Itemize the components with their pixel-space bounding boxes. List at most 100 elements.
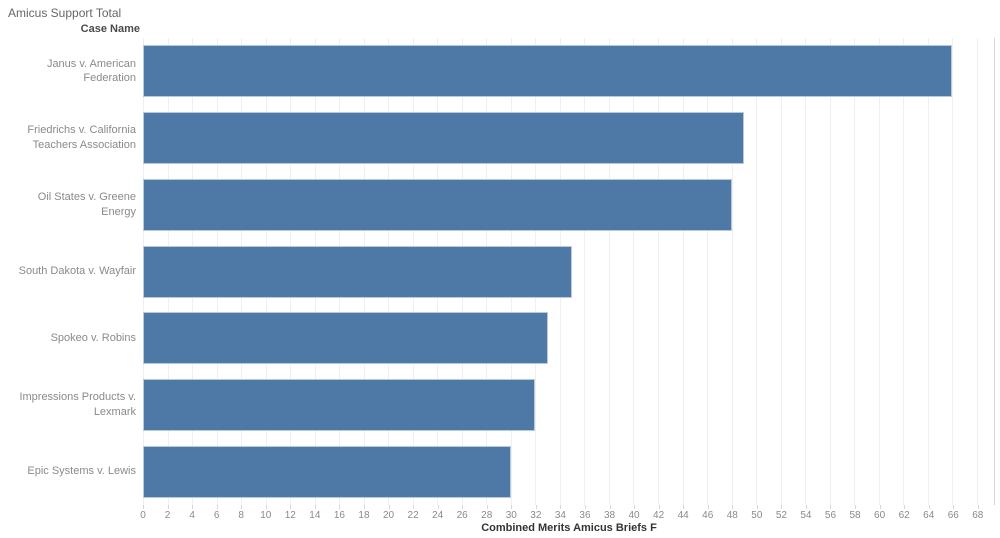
tick-label: 14 <box>309 510 321 521</box>
tick-label: 64 <box>923 510 935 521</box>
chart-title: Amicus Support Total <box>8 6 122 20</box>
tick-mark <box>634 505 636 509</box>
gridline <box>976 38 978 505</box>
tick-label: 18 <box>358 510 370 521</box>
tick-mark <box>732 505 734 509</box>
bar-row <box>143 38 994 105</box>
gridline <box>584 38 586 505</box>
tick-mark <box>953 505 955 509</box>
tick-label: 0 <box>140 510 146 521</box>
row-label[interactable]: Spokeo v. Robins <box>50 331 136 344</box>
tick-label: 52 <box>775 510 787 521</box>
gridline <box>707 38 709 505</box>
gridline <box>854 38 856 505</box>
row-label[interactable]: Friedrichs v. California Teachers Associ… <box>27 124 136 152</box>
bar-impressions-products-v-lexmark[interactable] <box>143 378 536 431</box>
tick-label: 42 <box>653 510 665 521</box>
gridline <box>682 38 684 505</box>
tick-mark <box>192 505 194 509</box>
tick-mark <box>339 505 341 509</box>
tick-mark <box>928 505 930 509</box>
tick-mark <box>683 505 685 509</box>
gridline <box>731 38 733 505</box>
tick-mark <box>879 505 881 509</box>
tick-label: 44 <box>677 510 689 521</box>
bar-rows <box>143 38 994 505</box>
tick-label: 2 <box>164 510 171 521</box>
gridline <box>903 38 905 505</box>
tick-label: 22 <box>407 510 419 521</box>
tick-mark <box>535 505 537 509</box>
tick-label: 12 <box>284 510 296 521</box>
bar-row <box>143 171 994 238</box>
tick-mark <box>437 505 439 509</box>
gridline <box>780 38 782 505</box>
bar-row <box>143 305 994 372</box>
tick-label: 36 <box>579 510 591 521</box>
x-axis: 0 2 4 6 8 10 12 14 16 18 20 22 24 26 28 30 32 34 36 38 40 42 4… <box>140 505 995 521</box>
tick-mark <box>805 505 807 509</box>
bar-janus-v-american-federation[interactable] <box>143 45 953 98</box>
tick-mark <box>265 505 267 509</box>
gridline <box>805 38 807 505</box>
plot-area <box>143 38 995 505</box>
tick-mark <box>290 505 292 509</box>
tick-label: 66 <box>947 510 959 521</box>
row-header-case-name[interactable]: Case Name <box>80 23 140 35</box>
gridline <box>756 38 758 505</box>
bar-epic-systems-v-lewis[interactable] <box>143 445 511 498</box>
tick-label: 8 <box>238 510 244 521</box>
tick-mark <box>413 505 415 509</box>
tick-label: 50 <box>751 510 763 521</box>
gridline <box>829 38 831 505</box>
tick-mark <box>560 505 562 509</box>
tick-label: 4 <box>189 510 195 521</box>
tick-mark <box>143 505 144 509</box>
tick-mark <box>855 505 857 509</box>
x-axis-title[interactable]: Combined Merits Amicus Briefs F <box>481 522 657 534</box>
tick-label: 38 <box>603 510 616 521</box>
tick-label: 20 <box>382 510 395 521</box>
gridline <box>658 38 659 505</box>
bar-spokeo-v-robins[interactable] <box>143 312 548 365</box>
tick-label: 56 <box>824 510 837 521</box>
tick-label: 62 <box>898 510 910 521</box>
bar-row <box>143 438 994 505</box>
tick-mark <box>584 505 586 509</box>
tick-mark <box>167 505 169 509</box>
tick-label: 34 <box>554 510 566 521</box>
tick-label: 6 <box>213 510 220 521</box>
tick-mark <box>388 505 390 509</box>
tick-label: 54 <box>800 510 812 521</box>
tick-label: 24 <box>432 510 444 521</box>
bar-row <box>143 372 994 439</box>
row-label[interactable]: South Dakota v. Wayfair <box>18 265 136 278</box>
tick-label: 32 <box>530 510 542 521</box>
tick-label: 58 <box>849 510 861 521</box>
gridline <box>633 38 635 505</box>
bar-row <box>143 105 994 172</box>
row-label[interactable]: Impressions Products v. Lexmark <box>19 391 136 418</box>
bar-south-dakota-v-wayfair[interactable] <box>143 245 573 298</box>
row-label[interactable]: Oil States v. Greene Energy <box>37 190 136 218</box>
tick-mark <box>830 505 832 509</box>
tick-mark <box>241 505 243 509</box>
gridline <box>608 38 610 505</box>
tick-mark <box>486 505 488 509</box>
tick-mark <box>904 505 906 509</box>
bar-oil-states-v-greene-energy[interactable] <box>143 178 732 231</box>
row-label[interactable]: Epic Systems v. Lewis <box>27 465 136 478</box>
category-labels: Janus v. American Federation Friedrichs v… <box>0 38 136 505</box>
gridline <box>952 38 954 505</box>
tick-mark <box>756 505 758 509</box>
tick-label: 28 <box>481 510 493 521</box>
tick-mark <box>363 505 365 509</box>
bar-friedrichs-v-california-teachers-association[interactable] <box>143 112 744 165</box>
bar-row <box>143 238 994 305</box>
gridline <box>927 38 929 505</box>
tick-label: 60 <box>874 510 886 521</box>
row-label[interactable]: Janus v. American Federation <box>46 57 136 85</box>
tick-mark <box>511 505 513 509</box>
tick-mark <box>781 505 783 509</box>
